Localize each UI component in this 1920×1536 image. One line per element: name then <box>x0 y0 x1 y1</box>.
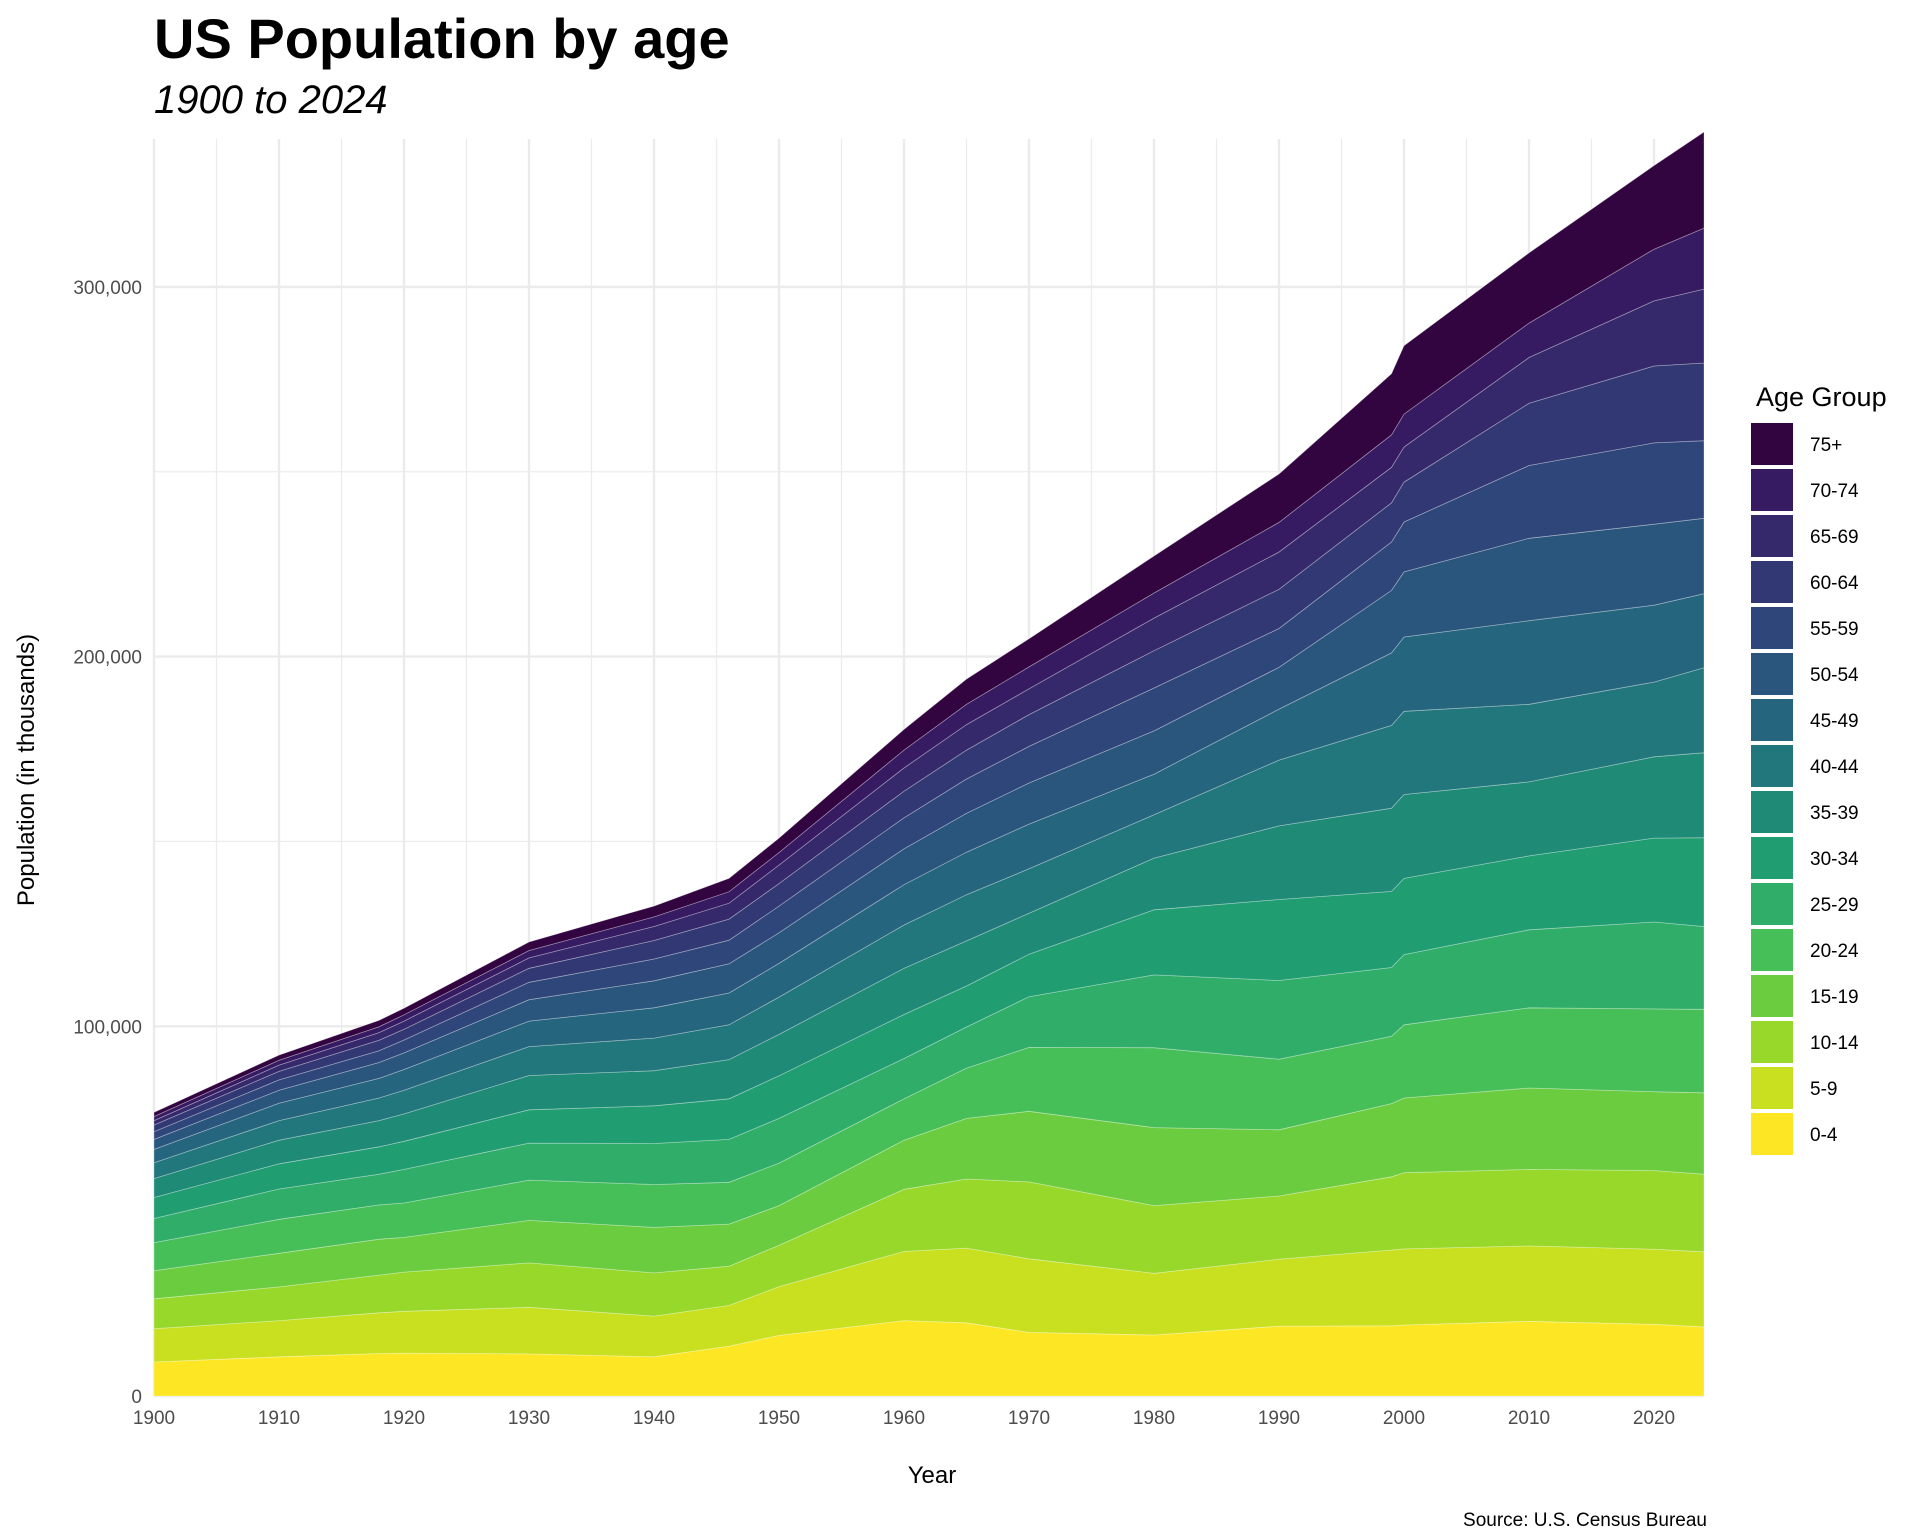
legend-swatch <box>1751 515 1793 557</box>
x-tick-label: 2020 <box>1633 1408 1675 1429</box>
x-axis-ticks: 1900 1910 1920 1930 1940 1950 1960 1970 1980 1990… <box>133 1408 1675 1429</box>
legend-swatch <box>1751 699 1793 741</box>
legend-label: 5-9 <box>1810 1079 1837 1100</box>
legend-swatch <box>1751 653 1793 695</box>
area-75plus <box>153 131 1705 1118</box>
legend-label: 50-54 <box>1810 665 1859 686</box>
legend-label: 65-69 <box>1810 527 1859 548</box>
x-tick-label: 2010 <box>1508 1408 1550 1429</box>
legend-swatch <box>1751 883 1793 925</box>
x-tick-label: 1950 <box>758 1408 800 1429</box>
legend-swatch <box>1751 607 1793 649</box>
legend-swatch <box>1751 1113 1793 1155</box>
legend-swatch <box>1751 1021 1793 1063</box>
legend-swatch <box>1751 791 1793 833</box>
x-tick-label: 1990 <box>1258 1408 1300 1429</box>
legend-swatch <box>1751 561 1793 603</box>
x-tick-label: 1960 <box>883 1408 925 1429</box>
legend-swatch <box>1751 469 1793 511</box>
legend-label: 60-64 <box>1810 573 1859 594</box>
x-tick-label: 1900 <box>133 1408 175 1429</box>
legend-label: 70-74 <box>1810 481 1859 502</box>
legend-label: 0-4 <box>1810 1125 1838 1146</box>
chart-subtitle: 1900 to 2024 <box>154 78 388 122</box>
legend-swatch <box>1751 837 1793 879</box>
x-tick-label: 1980 <box>1133 1408 1175 1429</box>
legend: Age Group 75+ 70-74 65-69 60-64 55-59 50-54 45… <box>1751 382 1887 1155</box>
legend-label: 15-19 <box>1810 987 1859 1008</box>
legend-label: 10-14 <box>1810 1033 1859 1054</box>
y-tick-label: 100,000 <box>73 1017 142 1038</box>
y-axis-title: Population (in thousands) <box>13 634 40 906</box>
legend-swatch <box>1751 975 1793 1017</box>
legend-swatch <box>1751 1067 1793 1109</box>
source-caption: Source: U.S. Census Bureau <box>1463 1510 1707 1531</box>
x-tick-label: 1920 <box>383 1408 425 1429</box>
legend-label: 20-24 <box>1810 941 1859 962</box>
legend-label: 40-44 <box>1810 757 1859 778</box>
legend-swatch <box>1751 423 1793 465</box>
y-tick-label: 0 <box>131 1387 142 1408</box>
y-tick-label: 200,000 <box>73 648 142 669</box>
x-tick-label: 1940 <box>633 1408 675 1429</box>
legend-label: 45-49 <box>1810 711 1859 732</box>
area-layers <box>153 131 1705 1397</box>
legend-swatch <box>1751 929 1793 971</box>
x-tick-label: 1970 <box>1008 1408 1050 1429</box>
x-tick-label: 1930 <box>508 1408 550 1429</box>
x-axis-title: Year <box>908 1462 957 1489</box>
legend-title: Age Group <box>1756 382 1887 412</box>
legend-label: 35-39 <box>1810 803 1859 824</box>
y-axis-ticks: 0 100,000 200,000 300,000 <box>73 278 142 1408</box>
x-tick-label: 1910 <box>258 1408 300 1429</box>
chart-title: US Population by age <box>154 7 730 70</box>
legend-label: 55-59 <box>1810 619 1859 640</box>
x-tick-label: 2000 <box>1383 1408 1425 1429</box>
legend-label: 30-34 <box>1810 849 1859 870</box>
y-tick-label: 300,000 <box>73 278 142 299</box>
legend-label: 75+ <box>1810 435 1842 456</box>
legend-label: 25-29 <box>1810 895 1859 916</box>
legend-swatch <box>1751 745 1793 787</box>
